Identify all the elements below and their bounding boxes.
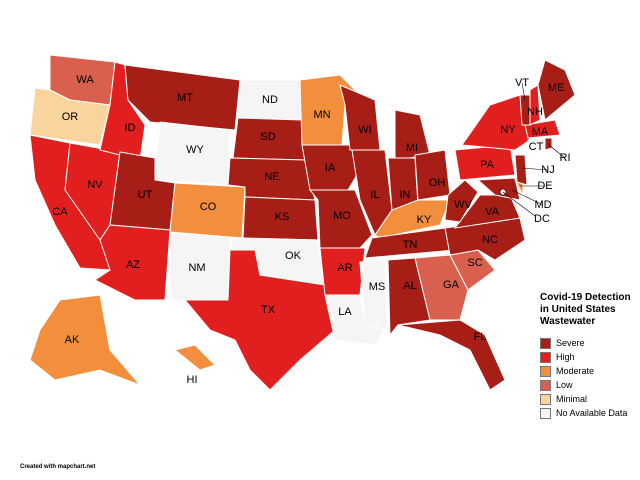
state-label: OK <box>285 250 302 262</box>
state-label: MI <box>406 142 418 154</box>
legend-label: Severe <box>556 338 585 348</box>
state-label: OR <box>62 111 79 123</box>
state-label: PA <box>480 159 495 171</box>
state-shape <box>514 154 528 186</box>
state-label: OH <box>429 177 446 189</box>
state-label: WV <box>454 199 472 211</box>
legend-swatch <box>540 365 551 377</box>
state-label: WI <box>358 124 371 136</box>
state-shape <box>476 177 521 201</box>
state-label: WY <box>186 144 204 156</box>
state-label: TN <box>403 239 418 251</box>
state-label: IA <box>325 162 336 174</box>
state-label: KY <box>417 214 432 226</box>
legend-swatch <box>540 393 551 405</box>
state-shape <box>397 319 506 391</box>
legend-swatch <box>540 379 551 391</box>
state-label: MT <box>177 92 193 104</box>
state-label: MD <box>534 199 551 211</box>
footer: Created with mapchart.net <box>20 464 96 470</box>
legend-label: Minimal <box>556 394 588 404</box>
legend-swatch <box>540 351 551 363</box>
state-label: ID <box>125 122 136 134</box>
state-shape <box>529 84 541 126</box>
state-label: GA <box>443 279 460 291</box>
state-label: NM <box>188 262 205 274</box>
state-label: KS <box>275 211 290 223</box>
legend-label: Low <box>556 380 573 390</box>
leader-line <box>521 167 549 171</box>
state-label: VT <box>515 77 529 89</box>
state-label: MO <box>333 210 351 222</box>
legend-item: Severe <box>540 336 640 350</box>
state-label: IN <box>400 189 411 201</box>
state-shape <box>94 224 171 301</box>
legend-label: Moderate <box>556 366 595 376</box>
legend-swatch <box>540 337 551 349</box>
state-label: ME <box>548 82 565 94</box>
state-shape <box>461 94 531 151</box>
state-label: MA <box>532 126 549 138</box>
state-label: NH <box>527 106 543 118</box>
state-label: UT <box>138 189 153 201</box>
legend-item: Minimal <box>540 392 640 406</box>
state-shape <box>359 259 388 331</box>
state-label: AL <box>403 280 416 292</box>
state-shape <box>414 149 451 201</box>
state-shape <box>444 179 479 223</box>
state-label: SD <box>260 131 275 143</box>
legend-item: Moderate <box>540 364 640 378</box>
state-label: WA <box>76 74 94 86</box>
legend-item: Low <box>540 378 640 392</box>
state-shape <box>173 344 216 371</box>
state-label: NJ <box>541 164 554 176</box>
state-label: LA <box>338 306 352 318</box>
state-label: TX <box>261 304 276 316</box>
state-label: NY <box>500 124 516 136</box>
legend-label: High <box>556 352 575 362</box>
state-label: CO <box>200 201 217 213</box>
state-shape <box>414 254 469 321</box>
state-label: VA <box>485 206 500 218</box>
legend-item: No Available Data <box>540 406 640 420</box>
legend-title: Covid-19 Detection in United States Wast… <box>540 292 631 327</box>
state-label: AK <box>65 334 80 346</box>
legend: Covid-19 Detection in United States Wast… <box>540 292 640 420</box>
state-label: NE <box>264 171 279 183</box>
state-shape <box>524 119 561 139</box>
legend-label: No Available Data <box>556 408 628 418</box>
legend-swatch <box>540 407 551 419</box>
state-label: DE <box>537 180 552 192</box>
state-label: IL <box>370 189 379 201</box>
legend-item: High <box>540 350 640 364</box>
state-label: AZ <box>126 259 140 271</box>
state-label: CA <box>52 206 68 218</box>
leader-line <box>502 191 536 217</box>
state-label: HI <box>187 374 198 386</box>
leader-line <box>511 189 544 206</box>
state-label: ND <box>262 94 278 106</box>
state-label: MS <box>369 281 386 293</box>
state-label: AR <box>337 262 352 274</box>
state-shape <box>29 294 141 386</box>
state-label: NV <box>87 179 103 191</box>
state-label: NC <box>482 234 498 246</box>
leader-line <box>548 144 566 159</box>
state-label: SC <box>467 257 482 269</box>
state-label: MN <box>313 109 330 121</box>
state-shape <box>544 137 553 151</box>
state-shape <box>301 144 361 191</box>
state-label: FL <box>474 331 487 343</box>
state-shape <box>339 84 381 151</box>
state-label: RI <box>560 152 571 164</box>
state-label: DC <box>534 213 550 225</box>
state-shape <box>183 249 336 391</box>
state-label: CT <box>529 141 544 153</box>
leader-line <box>521 82 526 101</box>
state-shape <box>537 59 576 121</box>
